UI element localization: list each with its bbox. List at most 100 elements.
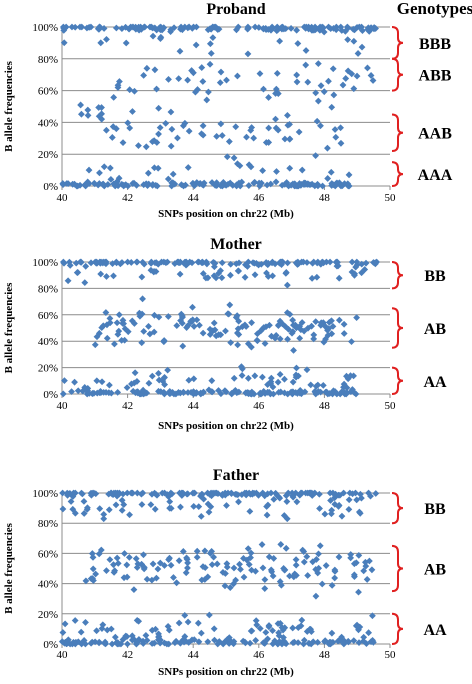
chart-title: Mother bbox=[210, 236, 262, 253]
data-point bbox=[143, 64, 151, 72]
data-point bbox=[330, 91, 338, 99]
data-point bbox=[93, 389, 101, 397]
data-point bbox=[156, 124, 164, 131]
x-tick-label: 44 bbox=[188, 192, 200, 204]
data-point bbox=[345, 171, 353, 179]
x-tick-label: 44 bbox=[188, 649, 200, 661]
data-point bbox=[68, 23, 76, 31]
data-point bbox=[262, 628, 270, 636]
data-point bbox=[306, 489, 314, 497]
data-point bbox=[268, 259, 276, 267]
data-point bbox=[321, 510, 329, 518]
data-point bbox=[207, 49, 215, 57]
data-point bbox=[138, 310, 146, 318]
data-point bbox=[206, 331, 214, 338]
data-point bbox=[148, 640, 156, 647]
genotype-label: AAB bbox=[418, 126, 452, 143]
data-point bbox=[317, 388, 325, 396]
data-point bbox=[123, 384, 131, 391]
data-point bbox=[153, 491, 161, 499]
data-point bbox=[234, 160, 241, 168]
data-point bbox=[176, 47, 184, 55]
data-point bbox=[344, 180, 352, 188]
data-point bbox=[198, 64, 206, 71]
data-point bbox=[311, 23, 319, 31]
data-point bbox=[339, 81, 347, 89]
data-point bbox=[310, 335, 318, 343]
data-point bbox=[248, 343, 255, 351]
data-point bbox=[151, 66, 159, 74]
data-point bbox=[268, 23, 276, 31]
data-point bbox=[323, 258, 330, 266]
data-point bbox=[324, 175, 332, 182]
data-point bbox=[327, 25, 335, 33]
genotype-bracket bbox=[391, 307, 404, 349]
data-point bbox=[89, 553, 97, 561]
x-tick-label: 46 bbox=[253, 192, 265, 204]
data-point bbox=[232, 260, 240, 268]
data-point bbox=[238, 372, 246, 379]
data-point bbox=[184, 618, 192, 626]
data-point bbox=[191, 489, 198, 497]
data-point bbox=[285, 182, 292, 190]
data-point bbox=[84, 178, 92, 186]
data-point bbox=[64, 277, 72, 285]
data-point bbox=[85, 166, 93, 174]
genotype-label: AA bbox=[423, 622, 447, 639]
data-point bbox=[125, 553, 133, 561]
y-tick-label: 20% bbox=[38, 363, 58, 375]
data-point bbox=[338, 512, 346, 520]
data-point bbox=[59, 629, 67, 636]
data-point bbox=[167, 561, 175, 569]
data-point bbox=[169, 179, 177, 187]
data-point bbox=[340, 640, 348, 648]
data-point bbox=[193, 316, 201, 324]
data-point bbox=[314, 60, 322, 68]
data-point bbox=[260, 85, 267, 93]
genotype-label: AB bbox=[424, 562, 447, 579]
data-point bbox=[126, 124, 134, 132]
data-point bbox=[189, 316, 197, 324]
data-point bbox=[227, 638, 235, 646]
data-point bbox=[177, 310, 185, 318]
data-point bbox=[234, 72, 241, 80]
data-point bbox=[188, 24, 196, 32]
data-point bbox=[354, 50, 362, 57]
x-tick-label: 48 bbox=[319, 649, 331, 661]
data-point bbox=[283, 515, 291, 523]
data-point bbox=[242, 639, 249, 647]
data-point bbox=[124, 182, 132, 190]
data-point bbox=[263, 181, 271, 189]
data-point bbox=[283, 498, 291, 505]
data-point bbox=[160, 24, 168, 32]
data-point bbox=[199, 122, 207, 130]
data-point bbox=[369, 77, 377, 84]
data-point bbox=[114, 560, 122, 567]
data-point bbox=[113, 178, 121, 186]
data-point bbox=[151, 505, 159, 513]
genotype-bracket bbox=[391, 492, 404, 525]
data-point bbox=[350, 389, 358, 397]
data-point bbox=[267, 374, 275, 382]
data-point bbox=[138, 501, 146, 508]
data-point bbox=[274, 126, 282, 134]
data-point bbox=[238, 178, 246, 186]
data-point bbox=[175, 557, 183, 565]
data-point bbox=[320, 88, 328, 96]
data-point bbox=[211, 489, 219, 497]
data-point bbox=[184, 564, 191, 572]
data-point bbox=[204, 500, 212, 508]
data-point bbox=[228, 389, 236, 397]
data-point bbox=[92, 490, 100, 498]
data-point bbox=[340, 330, 348, 337]
data-point bbox=[103, 273, 110, 280]
data-point bbox=[355, 588, 362, 596]
data-point bbox=[72, 259, 80, 267]
data-point bbox=[265, 94, 272, 101]
data-point bbox=[344, 36, 352, 44]
data-point bbox=[372, 490, 380, 497]
data-point bbox=[148, 576, 156, 584]
data-point bbox=[315, 550, 322, 558]
data-point bbox=[108, 640, 116, 648]
data-point bbox=[187, 317, 195, 325]
